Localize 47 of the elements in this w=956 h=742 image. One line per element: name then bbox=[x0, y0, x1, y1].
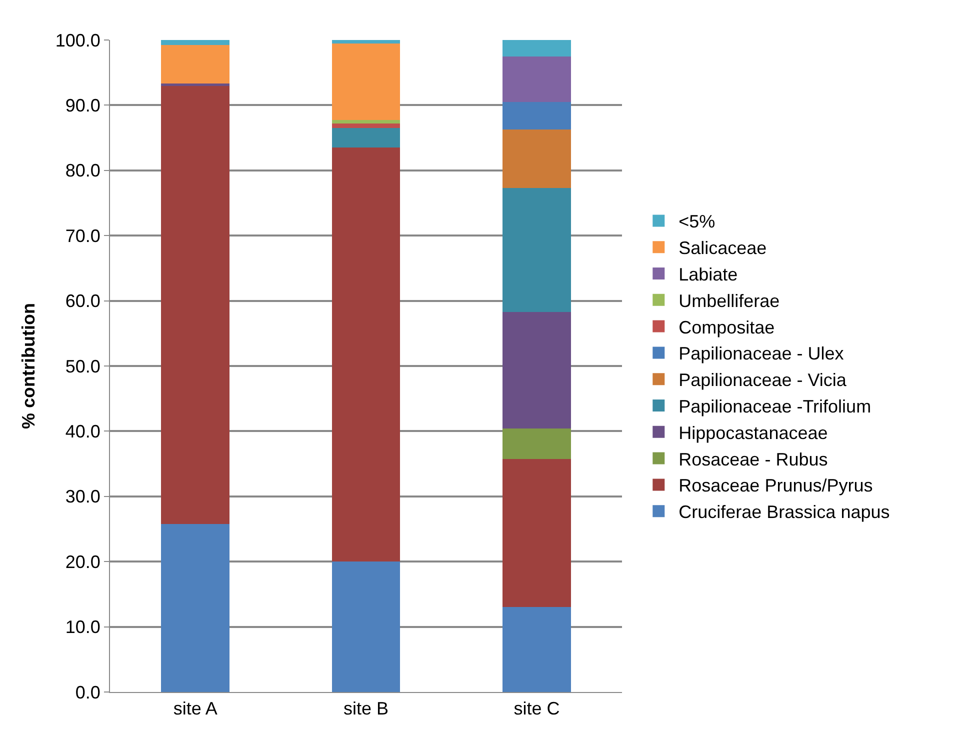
bar bbox=[332, 148, 400, 562]
bar bbox=[332, 43, 400, 120]
y-tick-label: 100.0 bbox=[55, 30, 100, 50]
y-tick-label: 70.0 bbox=[65, 226, 100, 246]
bar bbox=[502, 188, 571, 312]
bar bbox=[502, 459, 571, 608]
legend-label: Hippocastanaceae bbox=[678, 422, 828, 443]
legend-label: Papilionaceae -Trifolium bbox=[678, 396, 872, 417]
y-tick-label: 40.0 bbox=[65, 422, 100, 442]
legend-label: Compositae bbox=[678, 317, 775, 338]
bar bbox=[161, 40, 230, 46]
legend-label: Cruciferae Brassica napus bbox=[678, 502, 890, 522]
x-tick-label: site A bbox=[173, 698, 218, 719]
bar bbox=[161, 45, 230, 84]
legend-label: Labiate bbox=[678, 264, 738, 285]
y-tick-label: 60.0 bbox=[65, 291, 100, 312]
bar bbox=[332, 40, 400, 44]
x-tick-label: site C bbox=[514, 698, 560, 719]
y-tick-label: 30.0 bbox=[65, 486, 100, 507]
y-tick-label: 0.0 bbox=[75, 682, 100, 702]
bar bbox=[161, 524, 230, 692]
legend-label: Salicaceae bbox=[678, 238, 767, 258]
bar bbox=[332, 128, 400, 148]
y-axis-title: % contribution bbox=[18, 303, 39, 429]
bar bbox=[332, 562, 400, 692]
bar bbox=[502, 312, 571, 429]
bar bbox=[502, 607, 571, 692]
legend-label: <5% bbox=[678, 212, 716, 232]
y-tick-label: 90.0 bbox=[65, 96, 100, 116]
y-tick-label: 20.0 bbox=[65, 552, 100, 572]
x-tick-label: site B bbox=[344, 698, 389, 719]
y-tick-label: 80.0 bbox=[65, 160, 100, 181]
bar bbox=[502, 102, 571, 130]
y-tick-label: 10.0 bbox=[65, 617, 100, 638]
bar bbox=[502, 129, 571, 188]
bar bbox=[502, 40, 571, 56]
bar bbox=[502, 56, 571, 102]
y-tick-label: 50.0 bbox=[65, 356, 100, 376]
legend-label: Umbelliferae bbox=[678, 290, 780, 311]
legend-label: Rosaceae - Rubus bbox=[678, 449, 828, 470]
bar bbox=[502, 428, 571, 460]
legend-label: Papilionaceae - Ulex bbox=[678, 344, 844, 364]
legend-label: Rosaceae Prunus/Pyrus bbox=[678, 476, 873, 496]
bar bbox=[332, 120, 400, 124]
bar bbox=[332, 123, 400, 128]
bar bbox=[161, 86, 230, 524]
legend-label: Papilionaceae - Vicia bbox=[678, 370, 848, 390]
